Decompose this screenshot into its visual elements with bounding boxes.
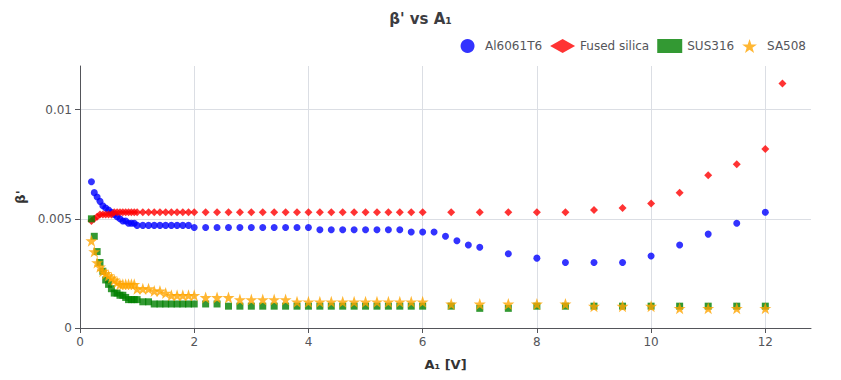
svg-text:8: 8 (533, 335, 541, 349)
svg-text:0.005: 0.005 (38, 212, 72, 226)
svg-text:0: 0 (64, 321, 72, 335)
svg-text:A₁ [V]: A₁ [V] (424, 357, 466, 372)
svg-text:4: 4 (305, 335, 313, 349)
svg-text:Al6061T6: Al6061T6 (485, 39, 542, 53)
svg-text:0.01: 0.01 (45, 103, 72, 117)
svg-text:2: 2 (190, 335, 198, 349)
svg-text:10: 10 (643, 335, 658, 349)
svg-text:β': β' (13, 190, 28, 203)
svg-text:12: 12 (758, 335, 773, 349)
svg-text:6: 6 (419, 335, 427, 349)
svg-text:Fused silica: Fused silica (580, 39, 649, 53)
svg-text:β' vs A₁: β' vs A₁ (389, 10, 452, 28)
svg-text:0: 0 (76, 335, 84, 349)
svg-text:SUS316: SUS316 (687, 39, 734, 53)
svg-text:SA508: SA508 (767, 39, 806, 53)
